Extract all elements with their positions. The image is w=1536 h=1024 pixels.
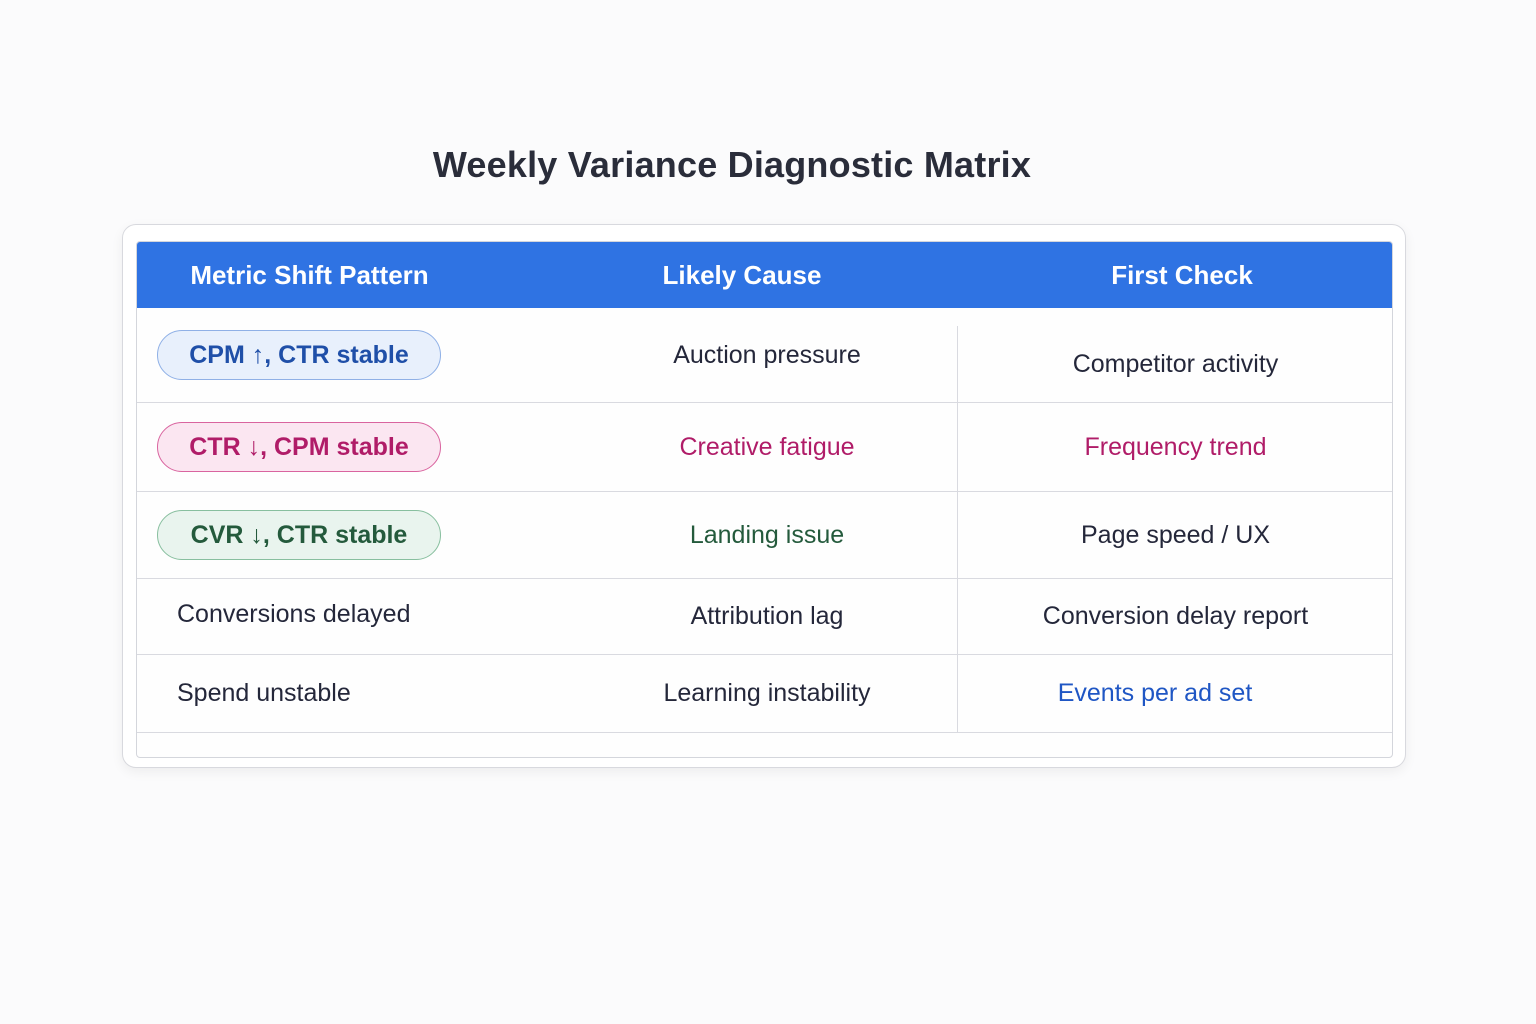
header-metric-shift-pattern: Metric Shift Pattern <box>190 260 429 290</box>
first-check-cell: Frequency trend <box>957 403 1392 491</box>
header-first-check: First Check <box>1111 260 1253 290</box>
table-row: CVR ↓, CTR stable Landing issue Page spe… <box>137 492 1392 579</box>
likely-cause-cell: Auction pressure <box>673 340 861 369</box>
likely-cause-cell: Learning instability <box>663 679 871 707</box>
pattern-text: Spend unstable <box>177 679 351 707</box>
first-check-cell: Competitor activity <box>957 326 1392 402</box>
likely-cause-cell: Attribution lag <box>690 602 844 630</box>
table-row: CPM ↑, CTR stable Auction pressure Compe… <box>137 308 1392 403</box>
pattern-badge: CVR ↓, CTR stable <box>157 510 441 560</box>
table-row: Conversions delayed Attribution lag Conv… <box>137 579 1392 655</box>
first-check-cell: Conversion delay report <box>957 579 1392 654</box>
pattern-badge: CTR ↓, CPM stable <box>157 422 441 472</box>
matrix-card: Metric Shift Pattern Likely Cause First … <box>122 224 1406 768</box>
likely-cause-cell: Creative fatigue <box>679 432 855 461</box>
table-header: Metric Shift Pattern Likely Cause First … <box>137 242 1392 308</box>
diagnostic-table: Metric Shift Pattern Likely Cause First … <box>136 241 1393 758</box>
events-per-ad-set-link[interactable]: Events per ad set <box>957 655 1392 732</box>
first-check-cell: Page speed / UX <box>957 492 1392 578</box>
header-likely-cause: Likely Cause <box>662 260 822 290</box>
table-row: CTR ↓, CPM stable Creative fatigue Frequ… <box>137 403 1392 492</box>
page-title: Weekly Variance Diagnostic Matrix <box>432 144 1032 185</box>
table-row: Spend unstable Learning instability Even… <box>137 655 1392 733</box>
pattern-text: Conversions delayed <box>177 600 411 628</box>
pattern-badge: CPM ↑, CTR stable <box>157 330 441 380</box>
likely-cause-cell: Landing issue <box>689 520 845 549</box>
